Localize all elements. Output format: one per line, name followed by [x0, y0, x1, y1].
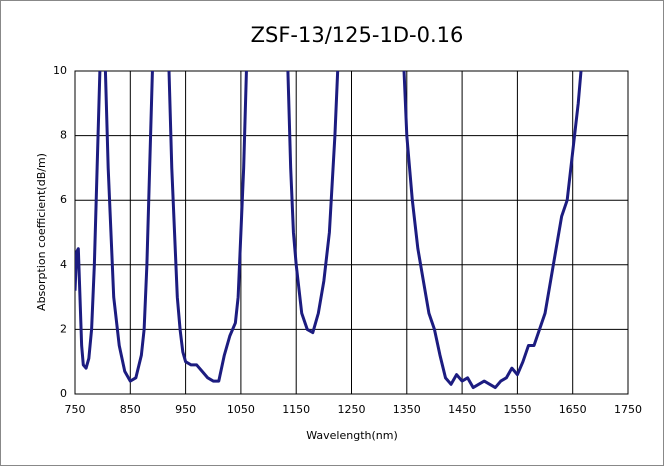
x-tick-label: 1650: [559, 403, 587, 416]
y-tick-label: 0: [60, 387, 67, 400]
y-tick-label: 4: [60, 258, 67, 271]
y-axis-label: Absorption coefficient(dB/m): [35, 153, 48, 311]
x-tick-label: 750: [65, 403, 86, 416]
y-tick-label: 2: [60, 322, 67, 335]
y-tick-label: 6: [60, 193, 67, 206]
x-tick-label: 850: [120, 403, 141, 416]
x-tick-label: 1050: [227, 403, 255, 416]
plot-area: [74, 70, 629, 395]
chart-title: ZSF-13/125-1D-0.16: [251, 23, 464, 47]
data-line: [75, 71, 583, 390]
x-tick-label: 1350: [393, 403, 421, 416]
x-tick-label: 950: [175, 403, 196, 416]
y-tick-label: 10: [53, 64, 67, 77]
x-tick-label: 1250: [338, 403, 366, 416]
x-tick-label: 1550: [503, 403, 531, 416]
x-axis-label: Wavelength(nm): [306, 429, 398, 442]
x-tick-label: 1450: [448, 403, 476, 416]
x-tick-label: 1150: [282, 403, 310, 416]
x-tick-label: 1750: [614, 403, 642, 416]
y-tick-label: 8: [60, 129, 67, 142]
